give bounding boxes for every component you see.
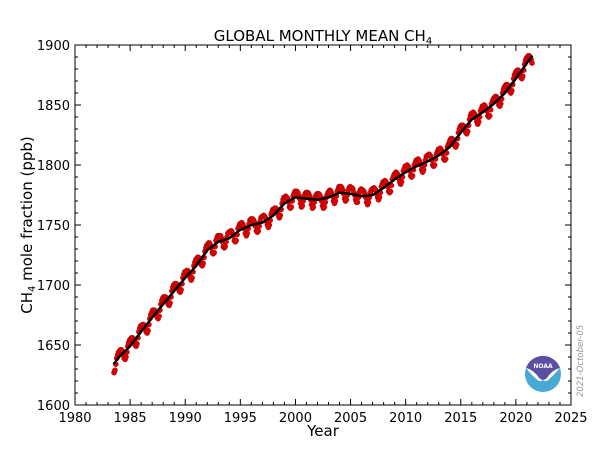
monthly-point xyxy=(178,286,184,293)
y-axis-label: CH4 mole fraction (ppb) xyxy=(18,136,38,314)
monthly-point xyxy=(123,354,129,360)
monthly-point xyxy=(145,327,151,334)
y-tick-label: 1900 xyxy=(37,39,70,54)
monthly-point xyxy=(277,212,284,219)
monthly-point xyxy=(464,128,471,135)
monthly-point xyxy=(431,162,438,168)
y-tick-label: 1600 xyxy=(37,399,70,414)
y-tick-label: 1800 xyxy=(37,159,70,174)
x-tick-label: 1990 xyxy=(169,411,202,426)
monthly-point xyxy=(255,228,262,234)
y-tick-label: 1850 xyxy=(37,99,70,114)
x-tick-label: 2020 xyxy=(499,411,532,426)
y-tick-label: 1700 xyxy=(37,279,70,294)
monthly-point xyxy=(409,172,416,179)
chart-title: GLOBAL MONTHLY MEAN CH4 xyxy=(214,27,432,47)
monthly-point xyxy=(244,230,251,237)
monthly-point xyxy=(453,141,460,148)
x-tick-label: 2015 xyxy=(444,411,477,426)
x-tick-label: 1995 xyxy=(224,411,257,426)
trend-line xyxy=(112,55,534,365)
x-axis-label: Year xyxy=(306,422,340,440)
monthly-point xyxy=(288,204,295,210)
monthly-point xyxy=(233,237,239,244)
x-tick-label: 1985 xyxy=(114,411,147,426)
date-stamp: 2021-October-05 xyxy=(576,325,586,397)
monthly-point xyxy=(486,113,493,119)
monthly-point xyxy=(112,367,118,374)
monthly-point xyxy=(222,243,228,250)
y-tick-label: 1750 xyxy=(37,219,70,234)
monthly-point xyxy=(497,101,504,107)
monthly-point xyxy=(299,202,306,209)
x-tick-label: 1980 xyxy=(58,411,91,426)
monthly-point xyxy=(321,204,328,210)
monthly-point xyxy=(508,87,515,94)
monthly-point xyxy=(200,260,206,267)
y-tick-label: 1650 xyxy=(37,339,70,354)
x-tick-label: 2000 xyxy=(279,411,312,426)
monthly-point xyxy=(398,178,405,185)
monthly-point xyxy=(475,119,482,125)
monthly-point xyxy=(387,188,394,195)
monthly-point xyxy=(266,222,273,228)
svg-text:NOAA: NOAA xyxy=(533,363,553,370)
monthly-point xyxy=(310,204,317,210)
monthly-point xyxy=(529,60,535,66)
monthly-point xyxy=(519,73,526,79)
monthly-point xyxy=(365,199,372,205)
monthly-point xyxy=(156,313,162,320)
monthly-point xyxy=(167,300,173,306)
monthly-point xyxy=(343,196,350,203)
x-tick-label: 2005 xyxy=(334,411,367,426)
noaa-logo: NOAA xyxy=(525,355,561,392)
monthly-point xyxy=(134,340,140,347)
monthly-point xyxy=(189,274,195,281)
monthly-point xyxy=(442,156,449,162)
monthly-point xyxy=(376,194,383,201)
monthly-point xyxy=(322,199,329,205)
monthly-point xyxy=(211,249,217,256)
monthly-point xyxy=(354,199,361,205)
x-tick-label: 2010 xyxy=(389,411,422,426)
monthly-point xyxy=(420,166,427,173)
x-tick-label: 2025 xyxy=(554,411,587,426)
monthly-point xyxy=(332,198,339,204)
